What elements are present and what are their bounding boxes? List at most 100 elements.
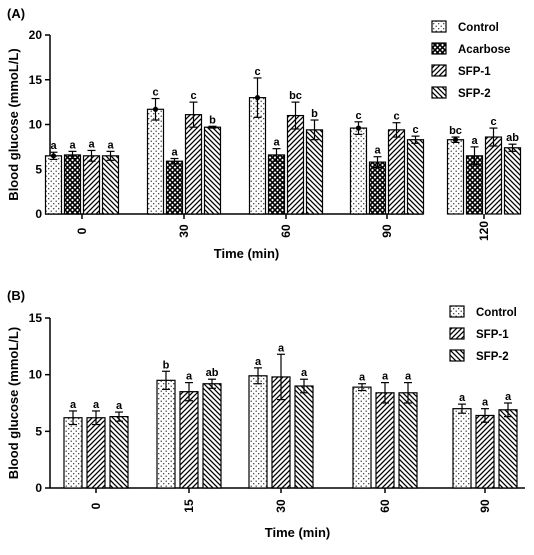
x-tick-label: 30 xyxy=(177,224,191,238)
legend-label: Control xyxy=(458,22,499,34)
legend-label: SFP-1 xyxy=(458,66,491,78)
mean-marker xyxy=(254,95,261,101)
significance-letter: b xyxy=(163,359,170,371)
bar xyxy=(446,139,465,215)
x-tick-label: 60 xyxy=(279,224,293,238)
significance-letter: a xyxy=(382,371,389,383)
x-axis-title: Time (min) xyxy=(214,246,280,261)
y-tick-label: 5 xyxy=(35,162,42,176)
bar xyxy=(203,126,222,215)
bar xyxy=(398,392,418,489)
bar xyxy=(387,129,406,215)
legend-label: Control xyxy=(476,307,517,319)
y-axis-title: Blood glucose (mmoL/L) xyxy=(6,48,21,200)
significance-letter: a xyxy=(505,391,512,403)
significance-letter: a xyxy=(405,371,412,383)
y-tick-label: 10 xyxy=(29,118,43,132)
significance-letter: a xyxy=(273,137,280,149)
x-tick-label: 0 xyxy=(89,502,103,509)
legend-label: SFP-2 xyxy=(476,351,509,363)
y-tick-label: 0 xyxy=(35,481,42,495)
panel-b: (B) 0 5 10 15 Blood glucose (mmoL/L) 0 a a a 15 b a a… xyxy=(6,288,525,540)
legend-swatch xyxy=(431,86,447,99)
legend-label: Acarbose xyxy=(458,44,510,56)
bar xyxy=(44,155,63,215)
y-tick-label: 15 xyxy=(29,73,43,87)
bar xyxy=(368,161,387,215)
x-tick-label: 60 xyxy=(378,499,392,513)
x-tick-label: 90 xyxy=(478,499,492,513)
x-tick-label: 90 xyxy=(380,224,394,238)
bar xyxy=(86,417,106,489)
bar xyxy=(352,386,372,489)
bar xyxy=(101,155,120,215)
significance-letter: a xyxy=(359,372,366,384)
bar xyxy=(406,139,425,215)
significance-letter: a xyxy=(116,400,123,412)
significance-letter: c xyxy=(152,87,158,99)
bar xyxy=(267,154,286,215)
bar xyxy=(294,385,314,489)
y-tick-label: 0 xyxy=(35,207,42,221)
significance-letter: a xyxy=(301,367,308,379)
mean-marker xyxy=(452,137,459,143)
bar xyxy=(452,408,472,489)
significance-letter: a xyxy=(171,147,178,159)
mean-marker xyxy=(50,153,57,159)
y-tick-label: 15 xyxy=(29,311,43,325)
bar xyxy=(63,417,83,489)
bar xyxy=(202,383,222,489)
significance-letter: ab xyxy=(506,132,519,144)
legend-label: SFP-1 xyxy=(476,329,509,341)
bar xyxy=(503,147,522,215)
bar xyxy=(109,416,129,489)
mean-marker xyxy=(355,125,362,131)
significance-letter: a xyxy=(186,371,193,383)
significance-letter: c xyxy=(393,111,399,123)
significance-letter: a xyxy=(255,356,262,368)
bar xyxy=(179,391,199,489)
legend-swatch xyxy=(449,349,465,362)
significance-letter: a xyxy=(471,135,478,147)
panel-label: (A) xyxy=(7,6,25,21)
bar xyxy=(82,155,101,215)
x-tick-label: 15 xyxy=(182,499,196,513)
x-tick-label: 120 xyxy=(477,221,491,241)
significance-letter: a xyxy=(50,140,57,152)
significance-letter: a xyxy=(374,145,381,157)
legend-swatch xyxy=(449,305,465,318)
bar xyxy=(146,108,165,215)
bar xyxy=(375,392,395,489)
bar xyxy=(165,160,184,215)
significance-letter: c xyxy=(355,110,361,122)
significance-letter: a xyxy=(69,139,76,151)
significance-letter: a xyxy=(278,342,285,354)
bar xyxy=(498,409,518,489)
bar xyxy=(484,136,503,215)
legend-label: SFP-2 xyxy=(458,88,491,100)
bar xyxy=(156,379,176,489)
legend-swatch xyxy=(431,20,447,33)
bar xyxy=(248,375,268,489)
significance-letter: c xyxy=(412,124,418,136)
legend-swatch xyxy=(449,327,465,340)
x-tick-label: 30 xyxy=(274,499,288,513)
significance-letter: bc xyxy=(289,90,302,102)
bar xyxy=(184,114,203,215)
significance-letter: bc xyxy=(449,125,462,137)
significance-letter: ab xyxy=(206,367,219,379)
significance-letter: b xyxy=(311,108,318,120)
bar xyxy=(305,129,324,215)
significance-letter: a xyxy=(70,399,77,411)
y-tick-label: 5 xyxy=(35,424,42,438)
significance-letter: c xyxy=(254,66,260,78)
significance-letter: a xyxy=(88,138,95,150)
bar xyxy=(349,127,368,215)
significance-letter: c xyxy=(490,116,496,128)
mean-marker xyxy=(152,106,159,112)
significance-letter: a xyxy=(482,397,489,409)
x-tick-label: 0 xyxy=(75,227,89,234)
bar xyxy=(63,154,82,215)
